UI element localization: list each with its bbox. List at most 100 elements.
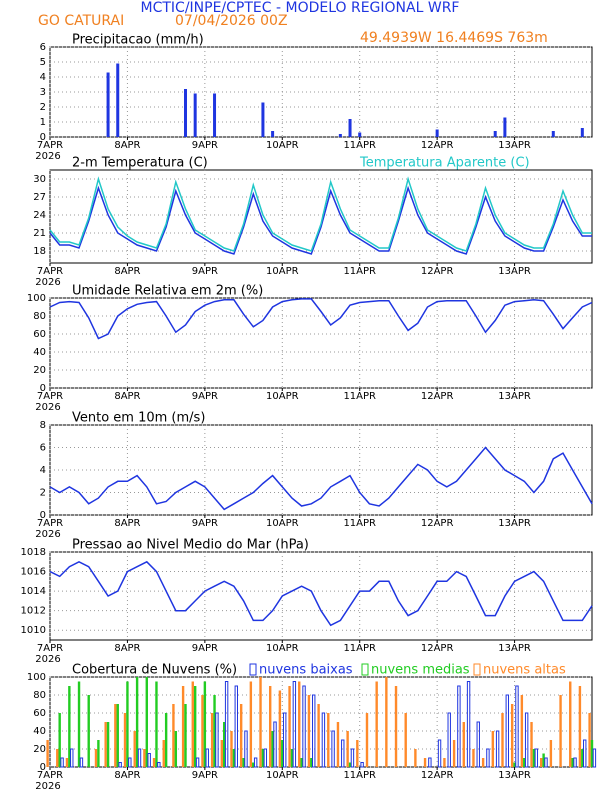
bar <box>437 739 442 768</box>
bar <box>491 731 495 767</box>
bar <box>348 119 352 137</box>
bar <box>569 681 572 767</box>
bar <box>271 731 274 767</box>
bar <box>230 731 233 767</box>
legend-label: nuvens baixas <box>259 663 353 678</box>
y-tick-label: 1014 <box>21 586 46 597</box>
y-tick-label: 40 <box>33 347 46 358</box>
bar <box>435 129 439 137</box>
bar <box>184 89 187 137</box>
panel-title: 2-m Temperatura (C) <box>72 156 208 171</box>
bar <box>261 102 265 137</box>
bar <box>106 72 110 137</box>
bar <box>143 749 146 767</box>
y-tick-label: 4 <box>40 72 46 83</box>
y-tick-label: 20 <box>33 744 46 755</box>
x-tick-label: 10APR <box>266 266 299 277</box>
bar <box>356 740 359 767</box>
x-tick-label: 12APR <box>421 266 454 277</box>
bar <box>310 758 313 767</box>
x-tick-label: 8APR <box>114 140 140 151</box>
bar <box>551 131 555 137</box>
bar <box>544 757 548 768</box>
x-tick-label: 11APR <box>343 266 376 277</box>
x-tick-label: 12APR <box>421 770 454 781</box>
bar <box>578 686 582 767</box>
y-tick-label: 1018 <box>21 547 46 558</box>
bar <box>253 757 258 768</box>
bar <box>94 749 98 767</box>
bar <box>592 748 597 768</box>
bar <box>503 117 507 137</box>
bar <box>133 731 136 767</box>
bar <box>172 704 175 767</box>
x-tick-label: 9APR <box>192 770 218 781</box>
x-tick-label: 9APR <box>192 518 218 529</box>
y-tick-label: 18 <box>33 246 46 257</box>
x-tick-label: 10APR <box>266 770 299 781</box>
bar <box>263 748 268 768</box>
x-tick-label: 9APR <box>192 643 218 654</box>
bar <box>281 740 284 767</box>
bar <box>481 758 485 767</box>
bar <box>242 758 245 767</box>
bar <box>205 748 209 768</box>
bar <box>404 713 407 767</box>
y-tick-label: 2 <box>40 102 46 113</box>
y-tick-label: 40 <box>33 726 46 737</box>
bar <box>224 681 229 768</box>
plot-frame <box>49 676 593 768</box>
bar <box>292 681 297 768</box>
bar <box>423 758 427 767</box>
bar <box>184 704 187 767</box>
bar <box>447 712 451 768</box>
legend-label: Temperatura Aparente (C) <box>359 156 530 171</box>
x-tick-label: 10APR <box>266 391 299 402</box>
y-tick-label: 6 <box>40 42 46 53</box>
year-label: 2026 <box>35 402 60 413</box>
x-tick-label: 9APR <box>192 266 218 277</box>
x-tick-label: 7APR <box>37 140 63 151</box>
page-title: MCTIC/INPE/CPTEC - MODELO REGIONAL WRF <box>141 0 460 16</box>
y-tick-label: 1010 <box>21 625 46 636</box>
bar <box>203 681 207 767</box>
bar <box>68 686 71 767</box>
bar <box>60 757 64 768</box>
y-tick-label: 1 <box>40 117 46 128</box>
x-tick-label: 7APR <box>37 518 63 529</box>
bar <box>118 762 122 768</box>
bar <box>193 686 197 767</box>
bar <box>495 730 500 768</box>
series-line <box>49 185 592 255</box>
panel-title: Vento em 10m (m/s) <box>72 411 205 426</box>
bar <box>259 677 262 767</box>
x-tick-label: 12APR <box>421 643 454 654</box>
bar <box>271 131 275 137</box>
bar <box>137 748 142 768</box>
bar <box>428 757 432 768</box>
bar <box>162 740 165 767</box>
bar <box>360 762 364 768</box>
bar <box>321 712 326 768</box>
bar <box>288 686 291 767</box>
bar <box>79 757 84 768</box>
x-tick-label: 12APR <box>421 140 454 151</box>
bar <box>307 695 311 767</box>
bar <box>540 758 543 767</box>
bar <box>385 677 388 767</box>
bar <box>282 712 287 768</box>
y-tick-label: 0 <box>40 510 46 521</box>
bar <box>571 758 574 767</box>
coordinates: 49.4939W 16.4469S 763m <box>360 30 548 46</box>
bar <box>493 131 497 137</box>
bar <box>223 722 226 767</box>
location: GO CATURAI <box>38 13 124 29</box>
y-tick-label: 0 <box>40 383 46 394</box>
bar <box>65 758 69 767</box>
x-tick-label: 9APR <box>192 391 218 402</box>
bar <box>135 677 139 767</box>
year-label: 2026 <box>35 654 60 665</box>
bar <box>147 753 151 768</box>
bar <box>505 694 509 768</box>
bar <box>510 704 514 767</box>
